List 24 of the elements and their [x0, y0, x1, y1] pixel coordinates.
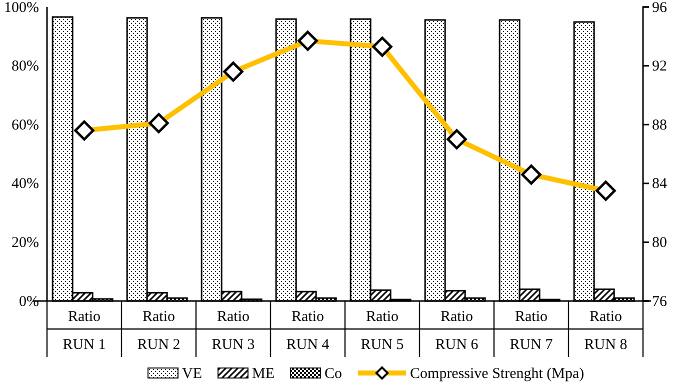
- legend-label: Co: [324, 366, 342, 382]
- x-tick-label: Ratio RUN 5: [360, 309, 404, 353]
- legend-label: ME: [252, 366, 274, 382]
- x-tick-label: Ratio RUN 1: [62, 309, 106, 353]
- y2-tick-label: 92: [652, 58, 667, 75]
- y2-tick-label: 96: [652, 0, 668, 16]
- y-tick-label: 0%: [19, 294, 39, 310]
- y-tick-label: 60%: [12, 117, 39, 134]
- legend-label: VE: [182, 366, 202, 382]
- y-tick-label: 20%: [12, 235, 39, 251]
- x-tick-label: Ratio RUN 3: [212, 309, 255, 353]
- y2-tick-label: 88: [652, 117, 667, 134]
- legend-label: Compressive Strenght (Mpa): [410, 366, 584, 382]
- x-tick-label: Ratio RUN 4: [286, 309, 330, 353]
- y2-tick-label: 84: [652, 176, 668, 192]
- y-tick-label: 80%: [12, 58, 39, 75]
- x-tick-label: Ratio RUN 7: [510, 309, 554, 353]
- y2-tick-label: 76: [652, 294, 668, 310]
- x-tick-label: Ratio RUN 2: [137, 309, 180, 353]
- y-tick-label: 40%: [12, 176, 39, 192]
- y-tick-label: 100%: [4, 0, 39, 16]
- x-tick-label: Ratio RUN 6: [435, 309, 479, 353]
- y2-tick-label: 80: [652, 235, 667, 251]
- x-tick-label: Ratio RUN 8: [584, 309, 628, 353]
